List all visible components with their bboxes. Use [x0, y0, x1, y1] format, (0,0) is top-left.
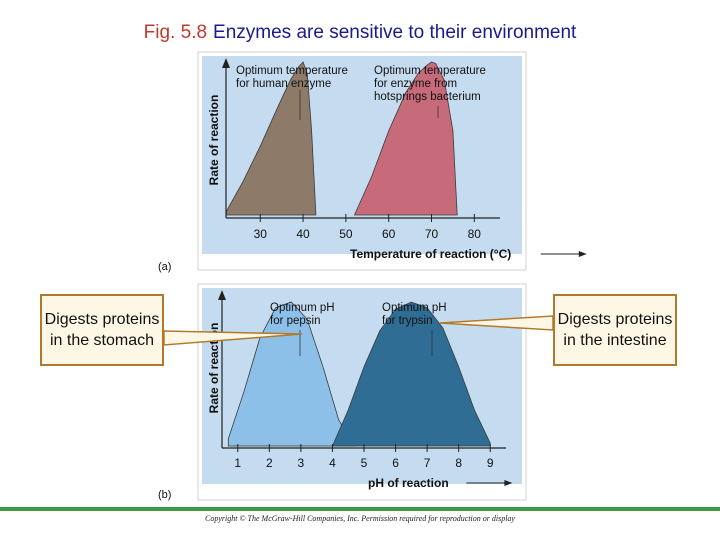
panel-label: (a) — [158, 261, 171, 273]
annotation-line: Optimum temperature — [236, 65, 348, 77]
annotation-line: hotsprings bacterium — [374, 91, 481, 103]
x-label-arrowhead — [504, 480, 513, 486]
x-tick-label: 4 — [329, 456, 336, 470]
x-axis-label: Temperature of reaction (°C) — [350, 247, 511, 261]
panel-label: (b) — [158, 489, 171, 501]
x-tick-label: 3 — [298, 456, 305, 470]
x-tick-label: 40 — [296, 227, 310, 241]
y-axis-label: Rate of reaction — [207, 323, 221, 414]
title-text: Enzymes are sensitive to their environme… — [213, 22, 577, 43]
x-tick-label: 60 — [382, 227, 396, 241]
x-tick-label: 9 — [487, 456, 494, 470]
callout-connectors — [163, 315, 554, 346]
slide-title: Fig. 5.8 Enzymes are sensitive to their e… — [0, 22, 720, 44]
x-tick-label: 30 — [254, 227, 268, 241]
series-annotation-1: Optimum pH for pepsin — [270, 302, 335, 327]
annotation-line: for enzyme from — [374, 78, 457, 90]
x-label-arrowhead — [578, 251, 587, 257]
annotation-line: for pepsin — [270, 315, 321, 327]
series-annotation-2: Optimum pH for trypsin — [382, 302, 447, 327]
series-area-2 — [331, 301, 491, 447]
series-area-1 — [225, 61, 317, 216]
panel-a: 30 40 50 60 70 80 Temperature of reaction (°C)… — [158, 51, 587, 273]
series-annotation-1: Optimum temperature for human enzyme — [236, 65, 348, 90]
annotation-line: Optimum temperature — [374, 65, 486, 77]
y-axis-label: Rate of reaction — [207, 95, 221, 186]
panel-b: 1 2 3 4 5 6 7 8 9 pH of reaction Rate of reaction (… — [158, 283, 527, 501]
callout-intestine: Digests proteins in the intestine — [553, 294, 677, 366]
x-tick-label: 6 — [392, 456, 399, 470]
annotation-line: for human enzyme — [236, 78, 331, 90]
x-tick-label: 8 — [455, 456, 462, 470]
x-tick-label: 70 — [425, 227, 439, 241]
annotation-line: for trypsin — [382, 315, 433, 327]
y-axis-arrowhead — [222, 58, 230, 68]
y-axis-arrowhead — [218, 290, 226, 300]
plot-background — [202, 56, 522, 254]
copyright-notice: Copyright © The McGraw-Hill Companies, I… — [205, 514, 515, 523]
bottom-rule — [0, 507, 720, 511]
x-tick-label: 50 — [339, 227, 353, 241]
series-area-2 — [353, 61, 458, 216]
x-tick-label: 1 — [234, 456, 241, 470]
x-tick-label: 7 — [424, 456, 431, 470]
callout-stomach: Digests proteins in the stomach — [40, 294, 164, 366]
callout-left-pointer — [163, 330, 303, 346]
x-tick-label: 80 — [468, 227, 482, 241]
annotation-line: Optimum pH — [382, 302, 447, 314]
series-annotation-2: Optimum temperature for enzyme from hotspr… — [374, 65, 486, 103]
figure-number: Fig. 5.8 — [143, 22, 208, 43]
x-tick-label: 5 — [361, 456, 368, 470]
x-tick-label: 2 — [266, 456, 273, 470]
annotation-line: Optimum pH — [270, 302, 335, 314]
x-axis-label: pH of reaction — [368, 476, 449, 490]
